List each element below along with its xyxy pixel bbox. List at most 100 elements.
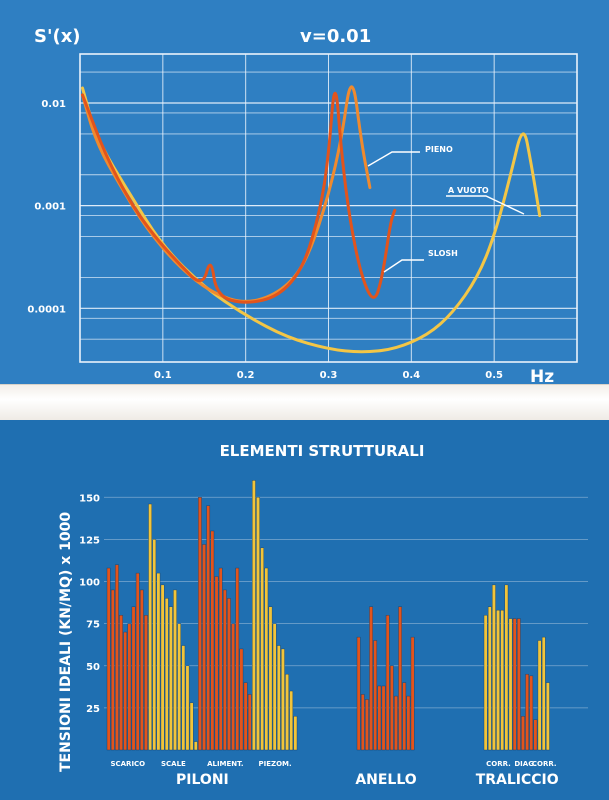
- bar: [360, 694, 365, 751]
- series-line-slosh: [81, 91, 397, 304]
- subgroup-label: ALIMENT.: [207, 760, 243, 768]
- bar: [214, 576, 219, 751]
- y-tick-label: 0.001: [34, 202, 66, 213]
- bar: [119, 615, 123, 751]
- bar: [521, 716, 525, 751]
- subgroup-label: SCALE: [161, 760, 186, 768]
- bar: [512, 618, 517, 751]
- x-tick-label: 0.2: [237, 370, 255, 381]
- series-label: A VUOTO: [448, 186, 489, 195]
- bar: [281, 648, 285, 751]
- bar: [402, 682, 407, 751]
- bar: [483, 615, 488, 751]
- bar: [127, 623, 132, 751]
- bar: [289, 690, 294, 751]
- bar: [525, 673, 529, 751]
- bar-y-tick-label: 100: [79, 578, 100, 589]
- x-tick-label: 0.5: [485, 370, 503, 381]
- chart-title: v=0.01: [300, 26, 371, 47]
- bar: [156, 572, 161, 751]
- series-labels: PIENO A VUOTO SLOSH: [367, 145, 525, 273]
- bar: [385, 615, 390, 751]
- bar: [356, 636, 361, 751]
- bar: [390, 665, 394, 751]
- bar: [164, 598, 169, 751]
- y-axis-label: S'(x): [34, 26, 81, 47]
- bar: [398, 606, 402, 751]
- stress-bar-chart: ELEMENTI STRUTTURALI TENSIONI IDEALI (KN…: [58, 442, 588, 788]
- bar: [144, 615, 148, 751]
- bar: [508, 618, 513, 751]
- bar: [131, 606, 136, 751]
- bar: [235, 567, 240, 751]
- bar-y-tick-label: 50: [86, 662, 100, 673]
- bar: [377, 685, 382, 751]
- bar: [218, 567, 223, 751]
- x-tick-label: 0.4: [402, 370, 420, 381]
- bar-series: [106, 480, 550, 751]
- bar-y-tick-label: 125: [79, 535, 100, 546]
- bar: [185, 665, 190, 751]
- bar-y-tick-label: 150: [79, 493, 100, 504]
- bar: [115, 564, 119, 751]
- bar: [135, 572, 140, 751]
- bar: [247, 694, 252, 751]
- bar: [152, 539, 157, 751]
- x-tick-label: 0.1: [154, 370, 172, 381]
- bar-chart-title: ELEMENTI STRUTTURALI: [220, 442, 425, 460]
- bar-y-axis-label: TENSIONI IDEALI (KN/MQ) x 1000: [58, 512, 74, 772]
- subgroup-label: PIEZOM.: [259, 760, 292, 768]
- bar: [496, 609, 500, 751]
- bar: [541, 636, 546, 751]
- bar: [268, 606, 273, 751]
- bar: [487, 606, 492, 751]
- bar: [206, 505, 211, 751]
- bar: [546, 682, 550, 751]
- bar: [533, 719, 538, 751]
- spectrum-chart: S'(x) v=0.01 Hz 0.1 0.2 0.3 0.4 0.5 0.01 0.001…: [27, 26, 578, 384]
- bar: [160, 584, 165, 751]
- bar: [260, 547, 264, 751]
- bar: [231, 623, 235, 751]
- spectrum-chart-panel: S'(x) v=0.01 Hz 0.1 0.2 0.3 0.4 0.5 0.01 0.001…: [0, 0, 609, 384]
- series-label-leader: [367, 151, 420, 167]
- bar: [239, 648, 244, 751]
- series-label: PIENO: [425, 145, 453, 154]
- bar: [173, 589, 177, 751]
- bar: [202, 544, 206, 751]
- bar: [264, 567, 269, 751]
- x-axis-label: Hz: [530, 367, 554, 384]
- bar: [106, 567, 111, 751]
- group-label: TRALICCIO: [476, 772, 559, 788]
- bar: [529, 675, 534, 751]
- bar: [492, 584, 496, 751]
- series-label-leader: [446, 195, 525, 215]
- chart-series: [81, 85, 542, 354]
- bar: [252, 480, 256, 751]
- bar: [139, 589, 144, 751]
- bar: [243, 682, 248, 751]
- bar: [517, 618, 521, 751]
- bar: [365, 699, 369, 751]
- bar: [272, 623, 277, 751]
- bar: [123, 631, 128, 751]
- panel-separator: [0, 384, 609, 422]
- subgroup-label: SCARICO: [110, 760, 145, 768]
- x-tick-label: 0.3: [320, 370, 338, 381]
- bar: [256, 497, 260, 751]
- bar: [369, 606, 373, 751]
- subgroup-label: CORR.: [532, 760, 557, 768]
- bar: [177, 623, 182, 751]
- bar: [276, 645, 281, 751]
- group-label: PILONI: [176, 772, 229, 788]
- series-line-a-vuoto: [81, 86, 542, 354]
- stress-bar-chart-panel: ELEMENTI STRUTTURALI TENSIONI IDEALI (KN…: [0, 420, 609, 800]
- bar: [210, 530, 215, 751]
- bar: [189, 702, 194, 751]
- bar: [181, 645, 186, 751]
- bar: [410, 636, 415, 751]
- bar: [373, 640, 378, 751]
- bar: [406, 695, 411, 751]
- bar: [227, 598, 231, 751]
- bar: [394, 695, 398, 751]
